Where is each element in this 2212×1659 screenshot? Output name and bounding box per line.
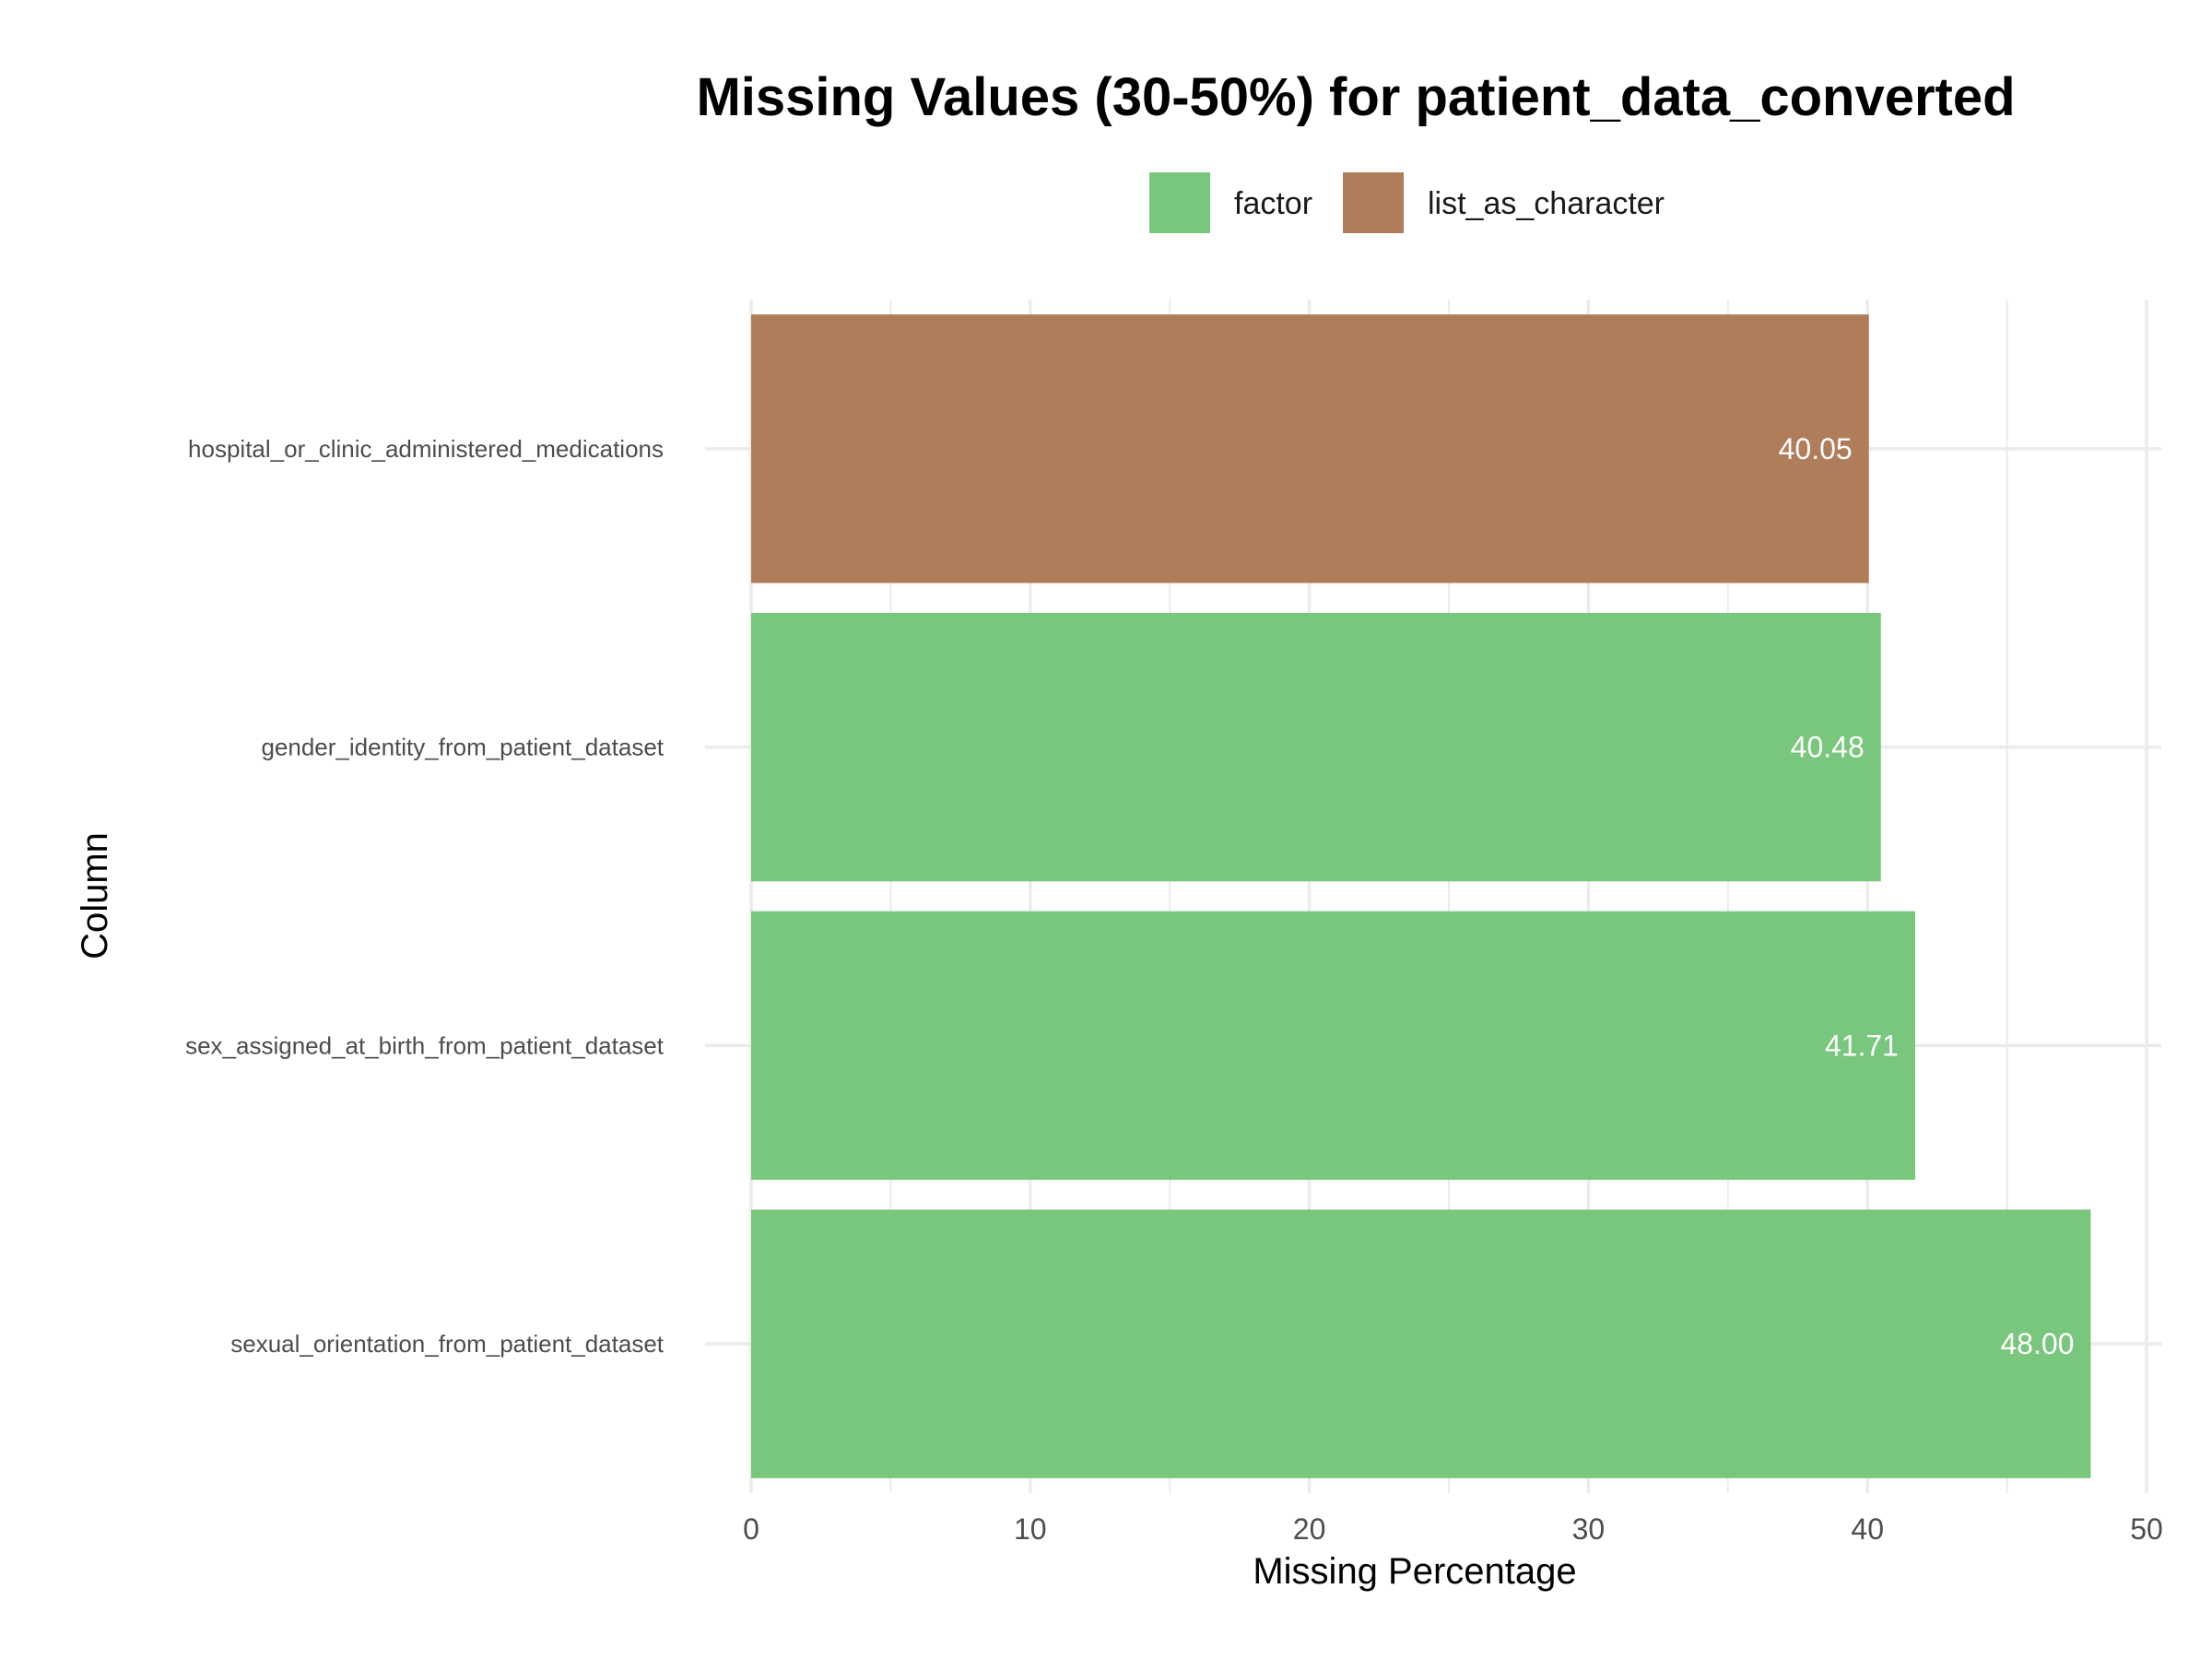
bar — [751, 612, 1881, 882]
y-tick-label: hospital_or_clinic_administered_medicati… — [188, 435, 664, 463]
bar — [751, 911, 1915, 1181]
x-axis-ticks: 0 10 20 30 40 50 — [743, 1512, 2163, 1546]
y-tick-label: sex_assigned_at_birth_from_patient_datas… — [185, 1031, 665, 1059]
x-tick-label: 0 — [743, 1512, 759, 1546]
bars — [751, 314, 2091, 1478]
bar-labels: 40.05 40.48 41.71 48.00 — [1779, 432, 2075, 1360]
y-axis-ticks: hospital_or_clinic_administered_medicati… — [185, 435, 665, 1358]
legend-label: factor — [1234, 186, 1312, 221]
bar-value-label: 41.71 — [1825, 1029, 1899, 1062]
legend-key — [1343, 172, 1404, 233]
bar-value-label: 40.48 — [1791, 731, 1865, 764]
x-tick-label: 20 — [1293, 1512, 1326, 1546]
x-tick-label: 30 — [1572, 1512, 1606, 1546]
legend: factor list_as_character — [1149, 172, 1665, 233]
x-tick-label: 10 — [1014, 1512, 1047, 1546]
bar — [751, 314, 1869, 583]
bar — [751, 1209, 2091, 1478]
x-tick-label: 40 — [1851, 1512, 1884, 1546]
bar-value-label: 40.05 — [1779, 432, 1853, 465]
legend-key — [1149, 172, 1210, 233]
y-tick-label: gender_identity_from_patient_dataset — [261, 734, 664, 761]
y-axis-title: Column — [75, 832, 115, 959]
x-tick-label: 50 — [2130, 1512, 2163, 1546]
x-axis-title: Missing Percentage — [1253, 1551, 1576, 1592]
chart-title: Missing Values (30-50%) for patient_data… — [696, 67, 2015, 127]
y-tick-label: sexual_orientation_from_patient_dataset — [230, 1330, 665, 1358]
legend-label: list_as_character — [1428, 186, 1665, 221]
bar-value-label: 48.00 — [2000, 1327, 2074, 1360]
